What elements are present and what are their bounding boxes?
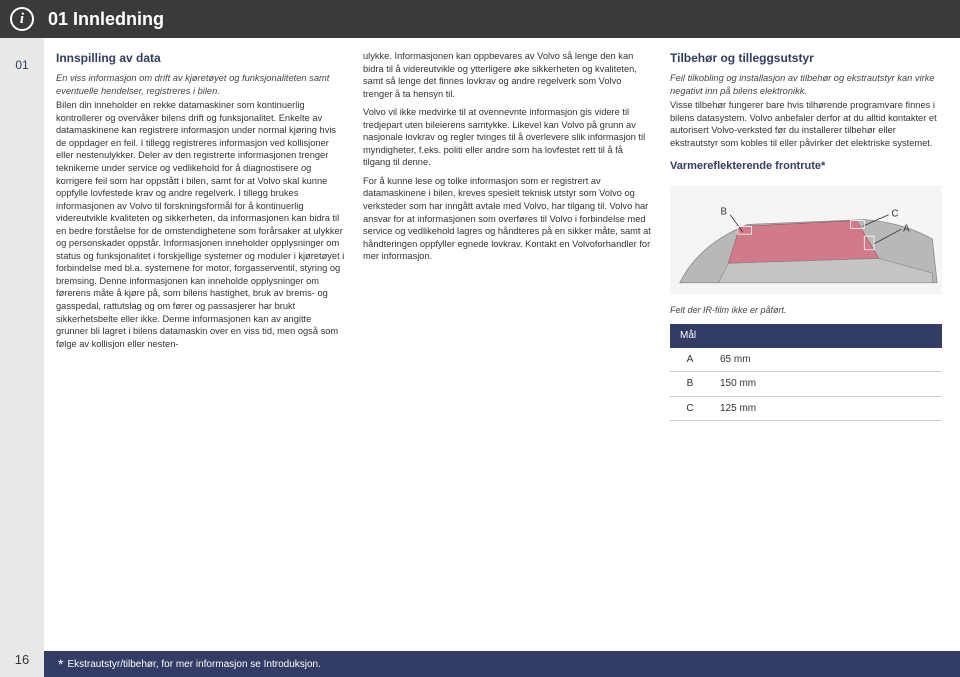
col2-body1: ulykke. Informasjonen kan oppbevares av … bbox=[363, 50, 652, 100]
diagram-label-a: A bbox=[903, 224, 910, 235]
col2-body2: Volvo vil ikke medvirke til at ovennevnt… bbox=[363, 106, 652, 169]
col2-body3: For å kunne lese og tolke informasjon so… bbox=[363, 175, 652, 263]
footnote-text: Ekstrautstyr/tilbehør, for mer informasj… bbox=[67, 659, 320, 670]
content-area: Innspilling av data En viss informasjon … bbox=[56, 50, 942, 641]
col1-heading: Innspilling av data bbox=[56, 50, 345, 66]
page-sidebar: 01 16 bbox=[0, 38, 44, 677]
page-number: 16 bbox=[15, 652, 29, 667]
col3-subheading: Varmereflekterende frontrute* bbox=[670, 159, 942, 174]
footnote-star: * bbox=[58, 656, 63, 672]
col3-intro: Feil tilkobling og installasjon av tilbe… bbox=[670, 72, 942, 97]
info-icon: i bbox=[10, 7, 34, 31]
column-3: Tilbehør og tilleggsutstyr Feil tilkobli… bbox=[670, 50, 942, 641]
table-cell: B bbox=[670, 372, 710, 397]
diagram-label-c: C bbox=[891, 209, 898, 220]
section-number: 01 bbox=[15, 58, 28, 72]
diagram-caption: Felt der IR-film ikke er påført. bbox=[670, 304, 942, 316]
column-2: ulykke. Informasjonen kan oppbevares av … bbox=[363, 50, 652, 641]
table-cell: 65 mm bbox=[710, 348, 942, 372]
col1-body: Bilen din inneholder en rekke datamaskin… bbox=[56, 99, 345, 350]
table-cell: A bbox=[670, 348, 710, 372]
table-cell: 150 mm bbox=[710, 372, 942, 397]
column-1: Innspilling av data En viss informasjon … bbox=[56, 50, 345, 641]
diagram-label-b: B bbox=[721, 207, 727, 218]
page-header: i 01 Innledning bbox=[0, 0, 960, 38]
col3-heading: Tilbehør og tilleggsutstyr bbox=[670, 50, 942, 66]
table-row: B 150 mm bbox=[670, 372, 942, 397]
table-row: C 125 mm bbox=[670, 396, 942, 421]
col1-intro: En viss informasjon om drift av kjøretøy… bbox=[56, 72, 345, 97]
table-cell: 125 mm bbox=[710, 396, 942, 421]
page-footer: * Ekstrautstyr/tilbehør, for mer informa… bbox=[44, 651, 960, 677]
table-header: Mål bbox=[670, 324, 942, 348]
windshield-diagram: C B A bbox=[670, 184, 942, 296]
chapter-title: 01 Innledning bbox=[48, 9, 164, 30]
table-row: A 65 mm bbox=[670, 348, 942, 372]
dimensions-table: Mål A 65 mm B 150 mm C 125 mm bbox=[670, 324, 942, 421]
col3-body1: Visse tilbehør fungerer bare hvis tilhør… bbox=[670, 99, 942, 149]
table-cell: C bbox=[670, 396, 710, 421]
